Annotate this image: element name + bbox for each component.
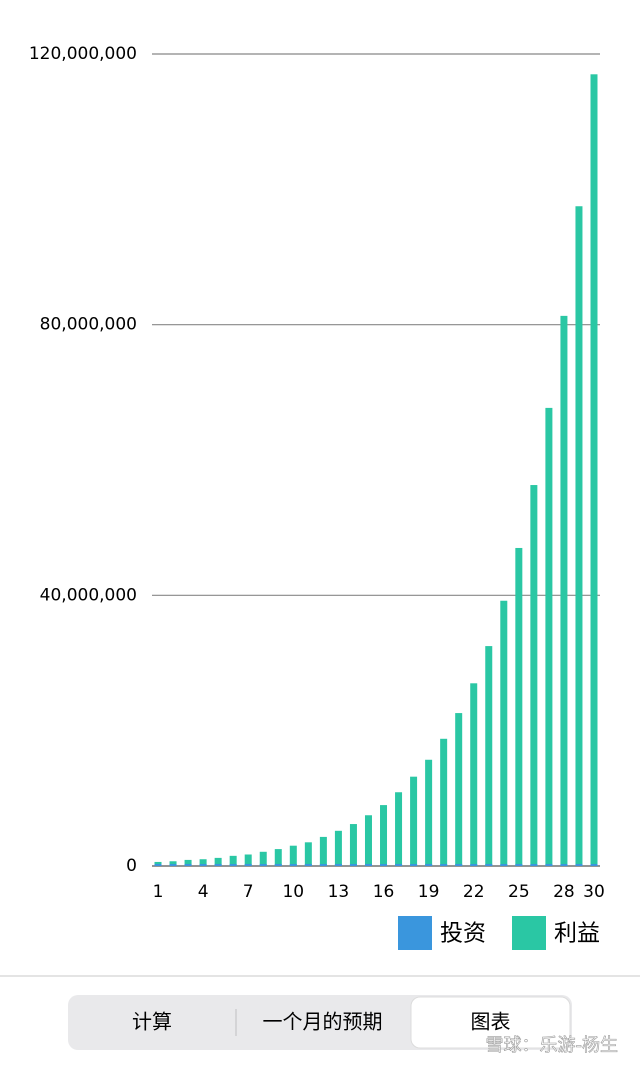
bar (199, 859, 207, 866)
bar (304, 863, 312, 866)
bar (470, 683, 478, 866)
legend-label: 利益 (554, 921, 600, 947)
bar (349, 863, 357, 866)
bar (199, 863, 207, 866)
bar (410, 863, 418, 866)
bar (515, 863, 523, 866)
bar (289, 845, 297, 866)
bar (455, 713, 463, 866)
x-tick-label: 10 (282, 882, 304, 902)
x-tick-label: 22 (463, 882, 485, 902)
x-tick-label: 16 (373, 882, 395, 902)
bar (319, 836, 327, 866)
bar (575, 863, 583, 866)
bar (470, 863, 478, 866)
bar (214, 857, 222, 866)
y-tick-label: 120,000,000 (29, 44, 137, 64)
bar (530, 863, 538, 866)
bar (289, 863, 297, 866)
bar (440, 863, 448, 866)
bar (560, 315, 568, 866)
x-tick-label: 30 (583, 882, 605, 902)
bar (455, 863, 463, 866)
bar (364, 815, 372, 866)
y-tick-label: 0 (126, 856, 137, 876)
bar (380, 863, 388, 866)
bar (244, 863, 252, 866)
bar (334, 863, 342, 866)
bar (229, 855, 237, 866)
tab[interactable]: 图表 (471, 1010, 511, 1034)
bar (259, 851, 267, 866)
bar (500, 863, 508, 866)
bar (364, 863, 372, 866)
legend-label: 投资 (440, 921, 486, 947)
bar (169, 863, 177, 866)
bar (184, 859, 192, 866)
x-tick-label: 25 (508, 882, 530, 902)
bar (154, 863, 162, 866)
bar (349, 824, 357, 866)
x-tick-label: 4 (198, 882, 209, 902)
bar (425, 863, 433, 866)
bar (485, 863, 493, 866)
y-tick-label: 80,000,000 (40, 315, 137, 335)
bar (575, 206, 583, 866)
bar (395, 863, 403, 866)
legend-swatch (398, 916, 432, 950)
bar (274, 863, 282, 866)
bar (304, 842, 312, 866)
bar (440, 738, 448, 866)
bar (319, 863, 327, 866)
bar (244, 854, 252, 866)
bar (515, 547, 523, 866)
bar (545, 407, 553, 866)
bar (214, 863, 222, 866)
bar (590, 74, 598, 867)
tab[interactable]: 计算 (132, 1010, 172, 1034)
bar (229, 863, 237, 866)
bar (560, 863, 568, 866)
tab-selected (410, 996, 571, 1049)
x-tick-label: 7 (243, 882, 254, 902)
bar (184, 863, 192, 866)
x-tick-label: 28 (553, 882, 575, 902)
bar (274, 849, 282, 866)
bar (169, 861, 177, 866)
bar (259, 863, 267, 866)
x-tick-label: 13 (328, 882, 350, 902)
bar (545, 863, 553, 866)
bar (380, 805, 388, 866)
y-tick-label: 40,000,000 (40, 585, 137, 605)
bar (485, 646, 493, 866)
x-tick-label: 1 (153, 882, 164, 902)
bar (590, 863, 598, 866)
legend-swatch (512, 916, 546, 950)
tab[interactable]: 一个月的预期 (263, 1010, 383, 1034)
bar (395, 792, 403, 866)
bar (500, 600, 508, 866)
bar (530, 485, 538, 866)
bar (334, 830, 342, 866)
bar (410, 776, 418, 866)
bar (425, 759, 433, 866)
watermark: 雪球：乐游-杨生 (486, 1035, 619, 1056)
x-tick-label: 19 (418, 882, 440, 902)
